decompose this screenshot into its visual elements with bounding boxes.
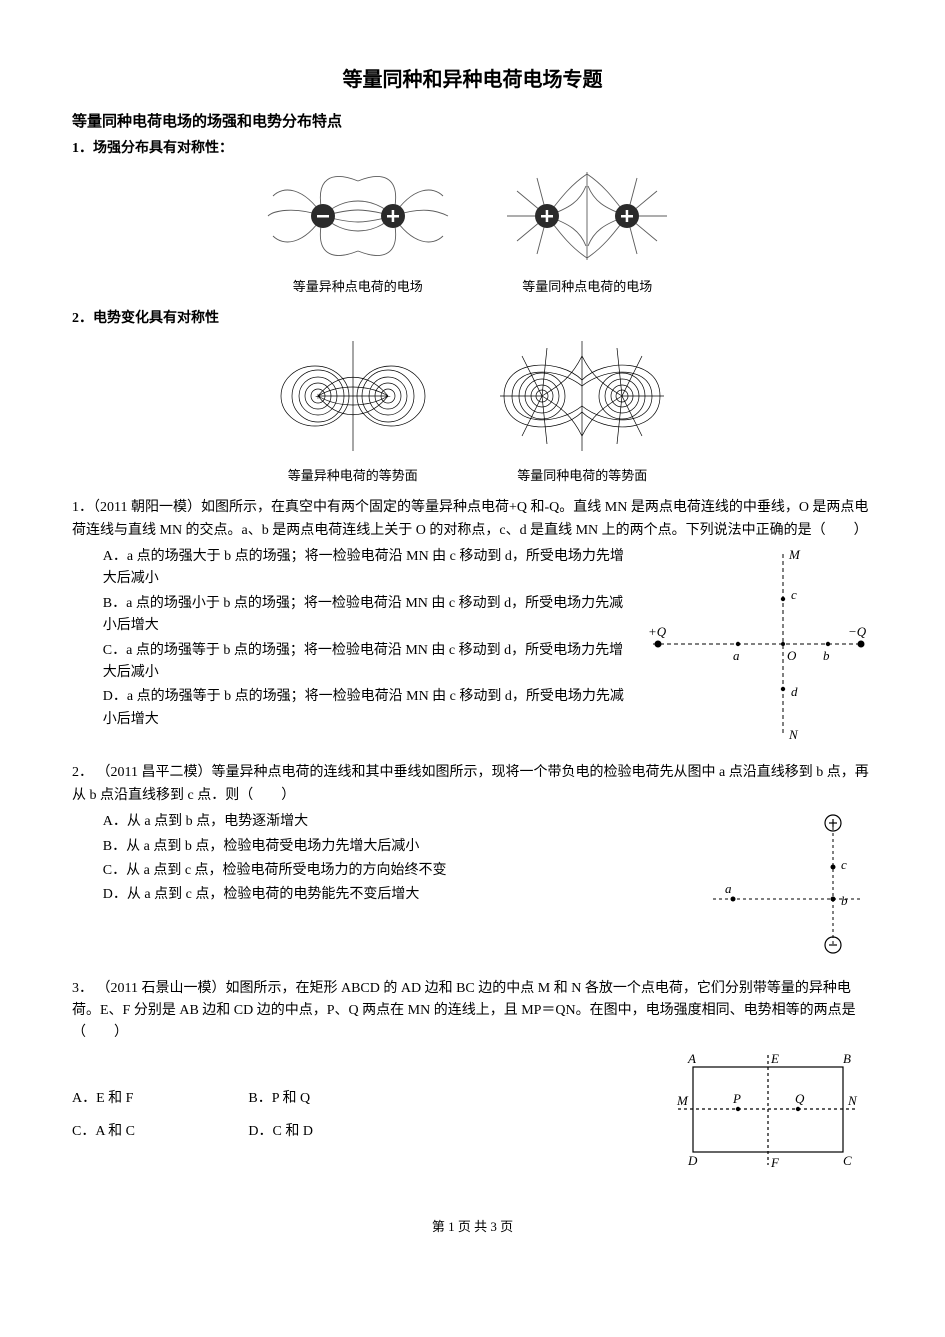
subhead-1: 1．场强分布具有对称性： [72, 138, 873, 160]
question-3: 3． （2011 石景山一模）如图所示，在矩形 ABCD 的 AD 边和 BC … [72, 978, 873, 1186]
option-a: A．E 和 F [72, 1088, 248, 1110]
label-F: F [770, 1155, 780, 1170]
question-stem: 2． （2011 昌平二模）等量异种点电荷的连线和其中垂线如图所示，现将一个带负… [72, 762, 873, 807]
option-d: D．a 点的场强等于 b 点的场强；将一检验电荷沿 MN 由 c 移动到 d，所… [103, 686, 631, 731]
label-C: C [843, 1153, 852, 1168]
page: 等量同种和异种电荷电场专题 等量同种电荷电场的场强和电势分布特点 1．场强分布具… [0, 0, 945, 1268]
label-a: a [733, 648, 740, 663]
option-d: D．从 a 点到 c 点，检验电荷的电势能先不变后增大 [103, 884, 671, 906]
label-nQ: −Q [848, 624, 867, 639]
label-A: A [687, 1051, 696, 1066]
figure-q3: A B D C E F M N P Q [653, 1047, 873, 1185]
label-Q: Q [795, 1091, 805, 1106]
figure-field-lines: 等量异种点电荷的电场 [72, 166, 873, 297]
figure-dipole-field: 等量异种点电荷的电场 [263, 166, 453, 297]
figure-dipole-equipotential: + − 等量异种电荷的等势面 [263, 336, 443, 487]
label-b: b [823, 648, 830, 663]
label-E: E [770, 1051, 779, 1066]
label-B: B [843, 1051, 851, 1066]
figure-q2: a b c [683, 809, 873, 967]
label-pQ: +Q [648, 624, 667, 639]
figure-like-field: 等量同种点电荷的电场 [492, 166, 682, 297]
question-2: 2． （2011 昌平二模）等量异种点电荷的连线和其中垂线如图所示，现将一个带负… [72, 762, 873, 967]
figure-caption: 等量同种点电荷的电场 [492, 277, 682, 298]
options: A．a 点的场强大于 b 点的场强；将一检验电荷沿 MN 由 c 移动到 d，所… [72, 546, 631, 731]
label-N: N [788, 727, 799, 742]
label-N: N [847, 1093, 858, 1108]
label-M: M [788, 547, 801, 562]
svg-text:−: − [385, 392, 391, 403]
figure-like-equipotential: 等量同种电荷的等势面 [482, 336, 682, 487]
option-d: D．C 和 D [248, 1121, 424, 1143]
option-b: B．a 点的场强小于 b 点的场强；将一检验电荷沿 MN 由 c 移动到 d，所… [103, 593, 631, 638]
label-c: c [791, 587, 797, 602]
option-c: C．A 和 C [72, 1121, 248, 1143]
option-b: B．从 a 点到 b 点，检验电荷受电场力先增大后减小 [103, 836, 671, 858]
figure-equipotentials: + − 等量异种电荷的等势面 [72, 336, 873, 487]
label-P: P [732, 1091, 741, 1106]
label-b: b [841, 893, 848, 908]
figure-q1: M N c d a b O +Q −Q [643, 544, 873, 752]
question-stem: 1．（2011 朝阳一模）如图所示，在真空中有两个固定的等量异种点电荷+Q 和-… [72, 497, 873, 542]
label-d: d [791, 684, 798, 699]
options: A．从 a 点到 b 点，电势逐渐增大 B．从 a 点到 b 点，检验电荷受电场… [72, 811, 671, 907]
option-a: A．从 a 点到 b 点，电势逐渐增大 [103, 811, 671, 833]
option-c: C．从 a 点到 c 点，检验电荷所受电场力的方向始终不变 [103, 860, 671, 882]
label-M: M [676, 1093, 689, 1108]
page-title: 等量同种和异种电荷电场专题 [72, 64, 873, 96]
figure-caption: 等量异种电荷的等势面 [263, 466, 443, 487]
question-1: 1．（2011 朝阳一模）如图所示，在真空中有两个固定的等量异种点电荷+Q 和-… [72, 497, 873, 752]
figure-caption: 等量同种电荷的等势面 [482, 466, 682, 487]
option-a: A．a 点的场强大于 b 点的场强；将一检验电荷沿 MN 由 c 移动到 d，所… [103, 546, 631, 591]
option-b: B．P 和 Q [248, 1088, 424, 1110]
page-footer: 第 1 页 共 3 页 [72, 1217, 873, 1238]
label-O: O [787, 648, 797, 663]
option-c: C．a 点的场强等于 b 点的场强；将一检验电荷沿 MN 由 c 移动到 d，所… [103, 640, 631, 685]
svg-text:+: + [315, 392, 321, 403]
figure-caption: 等量异种点电荷的电场 [263, 277, 453, 298]
options: A．E 和 F C．A 和 C B．P 和 Q D．C 和 D [72, 1078, 425, 1153]
label-a: a [725, 881, 732, 896]
label-D: D [687, 1153, 698, 1168]
section-heading: 等量同种电荷电场的场强和电势分布特点 [72, 110, 873, 134]
label-c: c [841, 857, 847, 872]
subhead-2: 2．电势变化具有对称性 [72, 308, 873, 330]
question-stem: 3． （2011 石景山一模）如图所示，在矩形 ABCD 的 AD 边和 BC … [72, 978, 873, 1045]
